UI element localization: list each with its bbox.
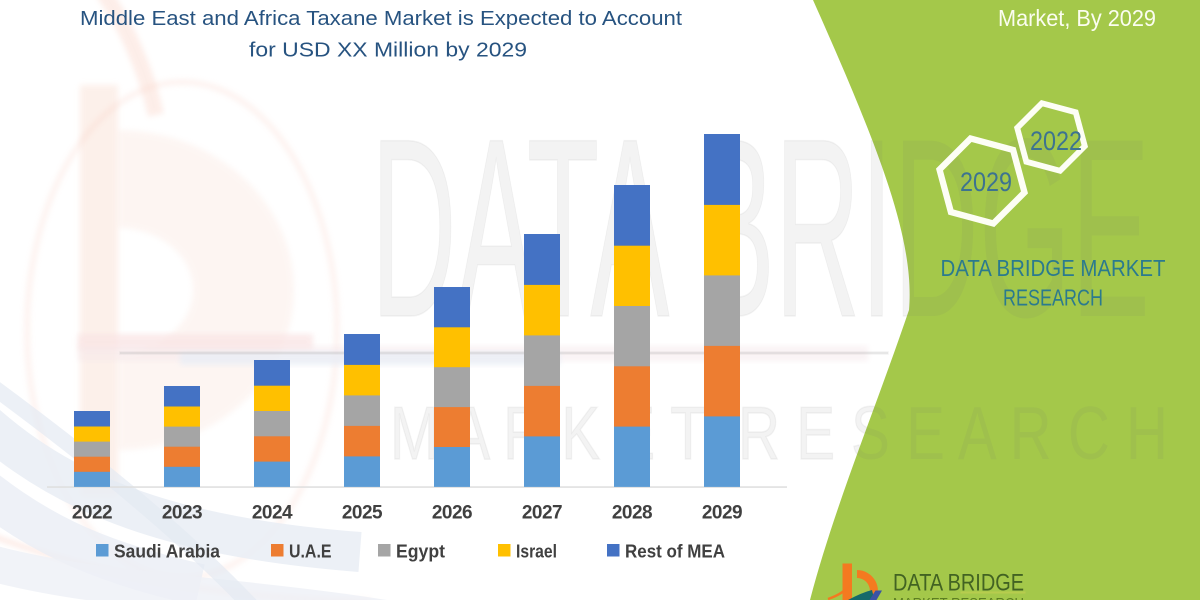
- svg-text:2022: 2022: [1030, 126, 1082, 156]
- svg-text:2022: 2022: [72, 503, 112, 524]
- svg-text:Saudi Arabia: Saudi Arabia: [114, 541, 221, 562]
- svg-text:2025: 2025: [342, 503, 383, 524]
- svg-text:2027: 2027: [522, 503, 562, 524]
- svg-text:Israel: Israel: [516, 541, 557, 562]
- svg-text:Middle East and Africa Taxane: Middle East and Africa Taxane Market is …: [80, 7, 682, 30]
- svg-text:2029: 2029: [702, 503, 742, 524]
- svg-text:Rest of MEA: Rest of MEA: [625, 541, 725, 562]
- svg-text:U.A.E: U.A.E: [289, 541, 332, 562]
- svg-text:2029: 2029: [960, 167, 1012, 197]
- svg-text:2024: 2024: [252, 503, 293, 524]
- svg-text:Market, By 2029: Market, By 2029: [998, 5, 1156, 31]
- svg-text:DATA BRIDGE MARKET: DATA BRIDGE MARKET: [941, 255, 1166, 281]
- svg-text:2028: 2028: [612, 503, 652, 524]
- svg-text:MARKET RESEARCH: MARKET RESEARCH: [893, 595, 1024, 600]
- svg-text:2026: 2026: [432, 503, 472, 524]
- svg-text:2023: 2023: [162, 503, 202, 524]
- svg-text:Egypt: Egypt: [396, 541, 445, 562]
- svg-text:for USD XX Million by 2029: for USD XX Million by 2029: [249, 39, 527, 62]
- svg-text:RESEARCH: RESEARCH: [1003, 285, 1103, 311]
